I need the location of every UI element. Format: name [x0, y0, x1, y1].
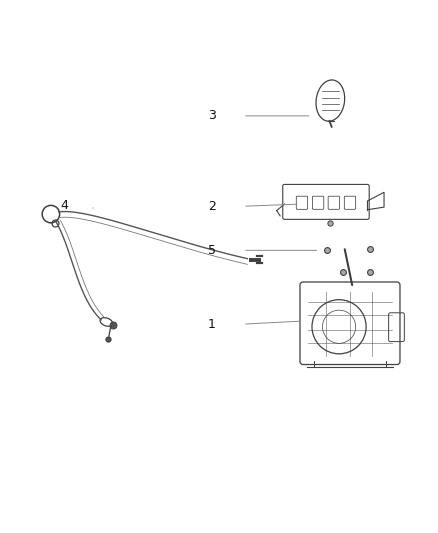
Text: 2: 2 [208, 200, 215, 213]
Text: 3: 3 [208, 109, 215, 123]
Text: 5: 5 [208, 244, 215, 257]
Text: 1: 1 [208, 318, 215, 330]
Text: 4: 4 [60, 199, 68, 212]
